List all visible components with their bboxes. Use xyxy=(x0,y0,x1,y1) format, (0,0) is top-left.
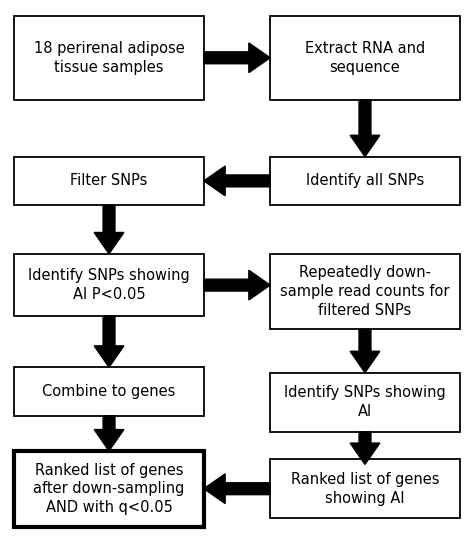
FancyBboxPatch shape xyxy=(14,157,204,205)
FancyBboxPatch shape xyxy=(270,459,460,518)
FancyArrow shape xyxy=(94,205,124,254)
FancyBboxPatch shape xyxy=(270,254,460,329)
Text: Identify SNPs showing
AI: Identify SNPs showing AI xyxy=(284,386,446,419)
Text: 18 perirenal adipose
tissue samples: 18 perirenal adipose tissue samples xyxy=(34,41,184,75)
Text: Filter SNPs: Filter SNPs xyxy=(70,173,148,188)
Text: Identify all SNPs: Identify all SNPs xyxy=(306,173,424,188)
Text: Ranked list of genes
showing AI: Ranked list of genes showing AI xyxy=(291,472,439,505)
Text: Identify SNPs showing
AI P<0.05: Identify SNPs showing AI P<0.05 xyxy=(28,268,190,302)
FancyArrow shape xyxy=(94,316,124,367)
FancyArrow shape xyxy=(204,166,270,195)
FancyArrow shape xyxy=(204,474,270,503)
FancyArrow shape xyxy=(350,100,380,157)
Text: Ranked list of genes
after down-sampling
AND with q<0.05: Ranked list of genes after down-sampling… xyxy=(33,463,185,515)
FancyArrow shape xyxy=(350,329,380,373)
FancyBboxPatch shape xyxy=(270,16,460,100)
FancyBboxPatch shape xyxy=(14,367,204,416)
Text: Combine to genes: Combine to genes xyxy=(42,384,176,399)
Text: Repeatedly down-
sample read counts for
filtered SNPs: Repeatedly down- sample read counts for … xyxy=(280,266,450,318)
FancyBboxPatch shape xyxy=(270,157,460,205)
FancyBboxPatch shape xyxy=(270,373,460,432)
FancyBboxPatch shape xyxy=(14,451,204,526)
FancyBboxPatch shape xyxy=(14,16,204,100)
FancyArrow shape xyxy=(204,43,270,72)
FancyBboxPatch shape xyxy=(14,254,204,316)
FancyArrow shape xyxy=(204,270,270,300)
FancyArrow shape xyxy=(94,416,124,451)
FancyArrow shape xyxy=(350,432,380,464)
Text: Extract RNA and
sequence: Extract RNA and sequence xyxy=(305,41,425,75)
